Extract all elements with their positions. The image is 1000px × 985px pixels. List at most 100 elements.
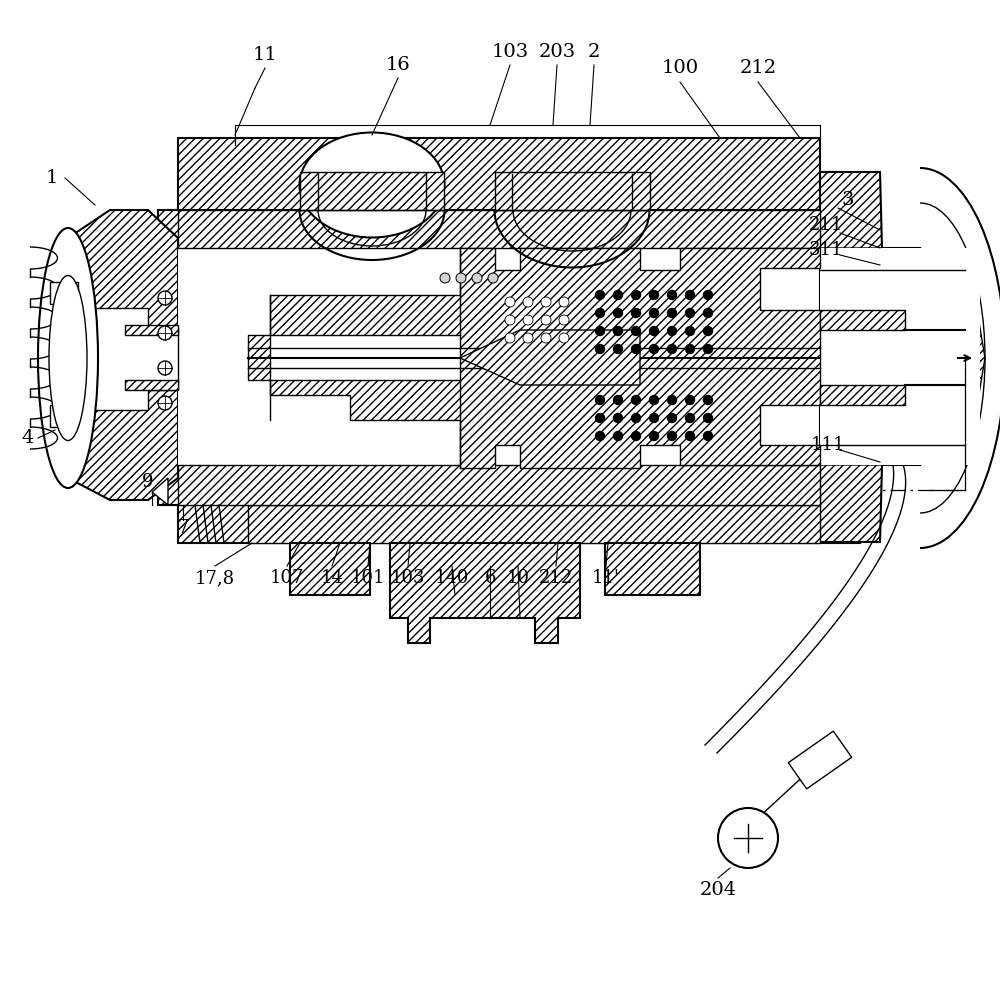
Polygon shape <box>390 543 580 643</box>
Circle shape <box>614 414 622 423</box>
Circle shape <box>559 297 569 307</box>
Text: 16: 16 <box>386 56 410 74</box>
Bar <box>820 248 980 465</box>
Circle shape <box>650 396 658 405</box>
Circle shape <box>614 396 622 405</box>
Circle shape <box>505 333 515 343</box>
Circle shape <box>650 291 658 299</box>
Polygon shape <box>820 385 905 405</box>
Text: 10: 10 <box>507 569 530 587</box>
Circle shape <box>650 345 658 354</box>
Circle shape <box>668 308 676 317</box>
Polygon shape <box>460 330 640 385</box>
Polygon shape <box>290 543 370 595</box>
Circle shape <box>596 326 604 336</box>
Circle shape <box>704 431 712 440</box>
Circle shape <box>650 414 658 423</box>
Polygon shape <box>788 731 852 789</box>
Circle shape <box>704 396 712 405</box>
Circle shape <box>158 326 172 340</box>
Text: 1: 1 <box>46 169 58 187</box>
Circle shape <box>158 291 172 305</box>
Circle shape <box>650 431 658 440</box>
Circle shape <box>686 291 694 299</box>
Circle shape <box>505 315 515 325</box>
Text: 203: 203 <box>538 43 576 61</box>
Text: 11': 11' <box>592 569 620 587</box>
Circle shape <box>632 291 640 299</box>
Text: 6: 6 <box>484 569 496 587</box>
Circle shape <box>650 308 658 317</box>
Text: 14: 14 <box>321 569 343 587</box>
Circle shape <box>686 326 694 336</box>
Ellipse shape <box>38 228 98 488</box>
Text: 211: 211 <box>809 216 843 234</box>
Text: 103: 103 <box>391 569 425 587</box>
Bar <box>270 335 460 380</box>
Circle shape <box>632 345 640 354</box>
Circle shape <box>158 361 172 375</box>
Circle shape <box>686 431 694 440</box>
Circle shape <box>596 396 604 405</box>
Circle shape <box>559 333 569 343</box>
Circle shape <box>704 291 712 299</box>
Circle shape <box>614 291 622 299</box>
Bar <box>50 282 78 304</box>
Circle shape <box>668 414 676 423</box>
Circle shape <box>632 326 640 336</box>
Circle shape <box>718 808 778 868</box>
Polygon shape <box>820 248 985 465</box>
Polygon shape <box>495 172 650 210</box>
Text: 17,8: 17,8 <box>195 569 235 587</box>
Circle shape <box>158 396 172 410</box>
Polygon shape <box>248 505 820 543</box>
Ellipse shape <box>300 133 444 237</box>
Text: 212: 212 <box>539 569 573 587</box>
Polygon shape <box>152 478 168 505</box>
Polygon shape <box>605 543 700 595</box>
Circle shape <box>614 326 622 336</box>
Polygon shape <box>68 308 178 410</box>
Polygon shape <box>178 210 820 248</box>
Text: 2: 2 <box>588 43 600 61</box>
Polygon shape <box>158 138 880 543</box>
Circle shape <box>614 308 622 317</box>
Text: 111: 111 <box>811 436 845 454</box>
Circle shape <box>523 297 533 307</box>
Circle shape <box>614 345 622 354</box>
Circle shape <box>632 414 640 423</box>
Text: 204: 204 <box>699 881 737 899</box>
Bar <box>178 210 820 505</box>
Circle shape <box>488 273 498 283</box>
Polygon shape <box>125 380 178 390</box>
Text: 7: 7 <box>177 519 189 537</box>
Text: 9: 9 <box>142 473 154 491</box>
Circle shape <box>668 291 676 299</box>
Circle shape <box>704 345 712 354</box>
Text: 103: 103 <box>491 43 529 61</box>
Circle shape <box>668 431 676 440</box>
Circle shape <box>456 273 466 283</box>
Circle shape <box>686 396 694 405</box>
Text: 212: 212 <box>739 59 777 77</box>
Circle shape <box>596 414 604 423</box>
Circle shape <box>559 315 569 325</box>
Circle shape <box>632 396 640 405</box>
Circle shape <box>704 326 712 336</box>
Text: 311: 311 <box>809 241 843 259</box>
Polygon shape <box>68 210 178 500</box>
Circle shape <box>541 297 551 307</box>
Text: 100: 100 <box>661 59 699 77</box>
Ellipse shape <box>49 276 87 440</box>
Circle shape <box>650 326 658 336</box>
Circle shape <box>596 291 604 299</box>
Text: 11: 11 <box>253 46 277 64</box>
Polygon shape <box>300 172 444 210</box>
Text: 107: 107 <box>270 569 304 587</box>
Polygon shape <box>820 172 920 542</box>
Circle shape <box>704 308 712 317</box>
Circle shape <box>686 308 694 317</box>
Circle shape <box>523 315 533 325</box>
Circle shape <box>668 345 676 354</box>
Circle shape <box>541 333 551 343</box>
